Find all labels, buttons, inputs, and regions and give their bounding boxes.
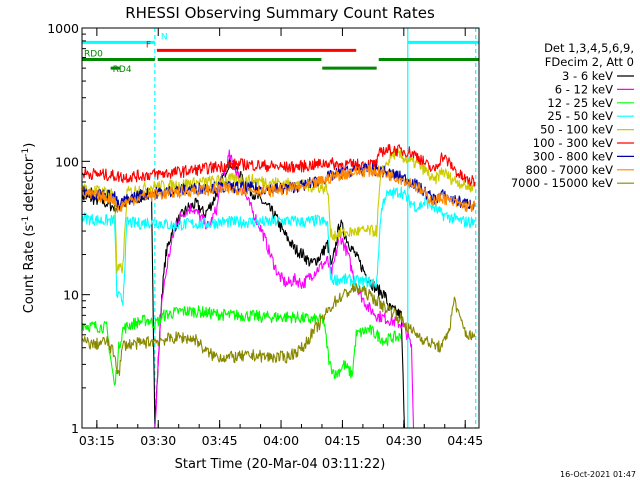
legend-label-4: 25 - 50 keV <box>547 109 613 123</box>
y-axis-label-main: Count Rate (s <box>22 225 37 314</box>
legend-label-6: 100 - 300 keV <box>533 136 613 150</box>
legend-header-line-1: Det 1,3,4,5,6,9, <box>544 41 634 55</box>
series-line-3 <box>82 305 402 386</box>
y-tick-label: 1 <box>71 421 79 436</box>
y-tick-label: 1000 <box>47 21 79 36</box>
state-bar-label-rd4: RD4 <box>113 65 132 75</box>
legend: Det 1,3,4,5,6,9, FDecim 2, Att 0 3 - 6 k… <box>511 41 634 190</box>
x-tick-label: 04:45 <box>447 433 483 448</box>
x-tick-label: 04:30 <box>386 433 422 448</box>
y-tick-label: 100 <box>55 154 79 169</box>
legend-label-2: 6 - 12 keV <box>555 82 613 96</box>
legend-label-7: 300 - 800 keV <box>533 149 613 163</box>
y-axis-label-sup1: -1 <box>21 216 31 225</box>
legend-label-1: 3 - 6 keV <box>562 69 613 83</box>
series-line-6 <box>82 143 476 187</box>
legend-label-5: 50 - 100 keV <box>540 123 613 137</box>
series-line-4 <box>82 186 476 306</box>
x-tick-label: 04:00 <box>263 433 299 448</box>
state-bar-label-f: F <box>146 40 151 50</box>
x-tick-label: 03:30 <box>140 433 176 448</box>
legend-label-8: 800 - 7000 keV <box>525 163 613 177</box>
series-line-2 <box>154 149 415 428</box>
series-line-8 <box>82 164 476 213</box>
y-axis-label-sup2: -1 <box>21 148 31 157</box>
legend-label-9: 7000 - 15000 keV <box>511 176 613 190</box>
generation-timestamp: 16-Oct-2021 01:47 <box>560 470 636 479</box>
y-axis-label: Count Rate (s-1 detector-1) <box>21 143 37 314</box>
y-axis: 1 10 100 1000 <box>47 21 90 436</box>
x-tick-label: 03:45 <box>202 433 238 448</box>
state-bar-label-n: N <box>161 32 168 42</box>
y-axis-label-end: ) <box>22 143 37 148</box>
plot-area: NF RD0 RD4 <box>82 28 479 428</box>
y-tick-label: 10 <box>63 288 79 303</box>
series-line-5 <box>82 148 476 274</box>
series-line-9 <box>82 282 476 376</box>
state-bar-label-rd0: RD0 <box>84 50 103 60</box>
x-axis: 03:15 03:30 03:45 04:00 04:15 04:30 04:45 <box>79 28 483 448</box>
legend-header-line-2: FDecim 2, Att 0 <box>545 55 634 69</box>
legend-label-3: 12 - 25 keV <box>547 96 613 110</box>
plot-frame <box>81 27 480 429</box>
x-axis-label: Start Time (20-Mar-04 03:11:22) <box>175 457 386 472</box>
x-tick-label: 03:15 <box>79 433 115 448</box>
chart-title: RHESSI Observing Summary Count Rates <box>125 4 435 22</box>
y-axis-label-mid: detector <box>22 156 37 216</box>
x-tick-label: 04:15 <box>324 433 360 448</box>
